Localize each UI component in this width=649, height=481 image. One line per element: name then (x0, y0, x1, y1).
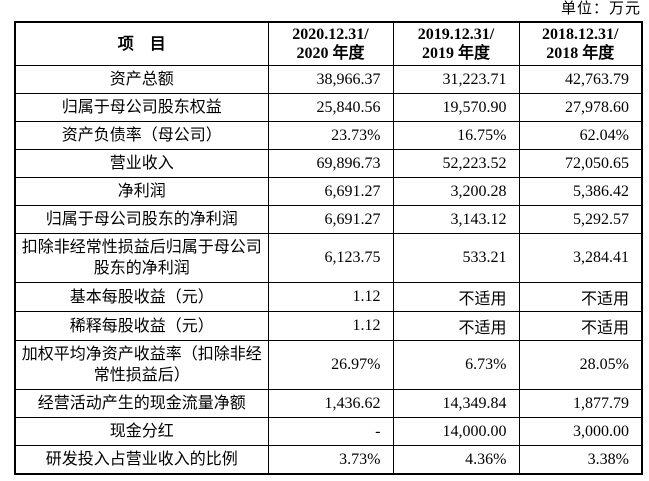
value-2020: 69,896.73 (267, 149, 394, 178)
value-2019: 533.21 (392, 233, 520, 283)
table-header-row: 项 目 2020.12.31/ 2020 年度 2019.12.31/ 2019… (14, 21, 643, 66)
value-2020: 6,691.27 (267, 205, 394, 234)
table-row: 营业收入 69,896.73 52,223.52 72,050.65 (14, 149, 643, 178)
table-row: 净利润 6,691.27 3,200.28 5,386.42 (14, 177, 643, 206)
value-2019: 52,223.52 (392, 149, 520, 178)
header-period-2018: 2018.12.31/ 2018 年度 (518, 21, 643, 66)
value-2018: 42,763.79 (518, 65, 643, 94)
value-2020: 1,436.62 (267, 389, 394, 418)
value-2018: 3.38% (518, 445, 643, 475)
value-2018: 27,978.60 (518, 93, 643, 122)
row-item-label: 经营活动产生的现金流量净额 (14, 389, 269, 418)
header-period-2018-line2: 2018 年度 (546, 45, 615, 62)
table-row: 研发投入占营业收入的比例 3.73% 4.36% 3.38% (14, 445, 643, 475)
header-item-column: 项 目 (14, 21, 269, 66)
row-item-label: 净利润 (14, 177, 269, 206)
row-item-label: 归属于母公司股东权益 (14, 93, 269, 122)
value-2018: 28.05% (518, 340, 643, 390)
value-2020: 3.73% (267, 445, 394, 475)
header-period-2019: 2019.12.31/ 2019 年度 (392, 21, 520, 66)
row-item-label: 资产负债率（母公司） (14, 121, 269, 150)
header-period-2020: 2020.12.31/ 2020 年度 (267, 21, 394, 66)
value-2019: 14,000.00 (392, 417, 520, 446)
table-row: 经营活动产生的现金流量净额 1,436.62 14,349.84 1,877.7… (14, 389, 643, 418)
value-2020: 1.12 (267, 282, 394, 312)
header-period-2020-line1: 2020.12.31/ (292, 26, 369, 43)
row-item-label: 扣除非经常性损益后归属于母公司股东的净利润 (14, 233, 269, 283)
value-2019: 不适用 (392, 311, 520, 341)
row-item-label: 归属于母公司股东的净利润 (14, 205, 269, 234)
table-row: 归属于母公司股东权益 25,840.56 19,570.90 27,978.60 (14, 93, 643, 122)
row-item-label: 现金分红 (14, 417, 269, 446)
financial-summary-table: 项 目 2020.12.31/ 2020 年度 2019.12.31/ 2019… (14, 21, 643, 475)
value-2018: 72,050.65 (518, 149, 643, 178)
value-2018: 62.04% (518, 121, 643, 150)
value-2018: 5,292.57 (518, 205, 643, 234)
value-2020: 6,123.75 (267, 233, 394, 283)
value-2019: 3,200.28 (392, 177, 520, 206)
value-2019: 19,570.90 (392, 93, 520, 122)
value-2019: 31,223.71 (392, 65, 520, 94)
table-row: 加权平均净资产收益率（扣除非经常性损益后） 26.97% 6.73% 28.05… (14, 340, 643, 390)
table-body: 资产总额 38,966.37 31,223.71 42,763.79 归属于母公… (14, 65, 643, 475)
value-2020: 6,691.27 (267, 177, 394, 206)
value-2018: 3,000.00 (518, 417, 643, 446)
table-row: 归属于母公司股东的净利润 6,691.27 3,143.12 5,292.57 (14, 205, 643, 234)
header-period-2018-line1: 2018.12.31/ (542, 26, 619, 43)
value-2018: 不适用 (518, 282, 643, 312)
row-item-label: 资产总额 (14, 65, 269, 94)
value-2018: 5,386.42 (518, 177, 643, 206)
value-2018: 不适用 (518, 311, 643, 341)
value-2020: 26.97% (267, 340, 394, 390)
table-row: 资产总额 38,966.37 31,223.71 42,763.79 (14, 65, 643, 94)
header-period-2020-line2: 2020 年度 (296, 45, 365, 62)
value-2019: 14,349.84 (392, 389, 520, 418)
value-2019: 6.73% (392, 340, 520, 390)
value-2020: 38,966.37 (267, 65, 394, 94)
table-row: 资产负债率（母公司） 23.73% 16.75% 62.04% (14, 121, 643, 150)
value-2019: 3,143.12 (392, 205, 520, 234)
row-item-label: 研发投入占营业收入的比例 (14, 445, 269, 475)
unit-label: 单位：万元 (560, 1, 641, 17)
table-row: 稀释每股收益（元） 1.12 不适用 不适用 (14, 311, 643, 341)
value-2020: 1.12 (267, 311, 394, 341)
value-2020: 23.73% (267, 121, 394, 150)
table-row: 现金分红 - 14,000.00 3,000.00 (14, 417, 643, 446)
header-period-2019-line1: 2019.12.31/ (417, 26, 495, 43)
row-item-label: 加权平均净资产收益率（扣除非经常性损益后） (14, 340, 269, 390)
table-row: 扣除非经常性损益后归属于母公司股东的净利润 6,123.75 533.21 3,… (14, 233, 643, 283)
row-item-label: 基本每股收益（元） (14, 282, 269, 312)
header-period-2019-line2: 2019 年度 (421, 45, 490, 62)
value-2019: 不适用 (392, 282, 520, 312)
value-2020: - (267, 417, 394, 446)
row-item-label: 稀释每股收益（元） (14, 311, 269, 341)
value-2019: 16.75% (392, 121, 520, 150)
value-2019: 4.36% (392, 445, 520, 475)
table-row: 基本每股收益（元） 1.12 不适用 不适用 (14, 282, 643, 312)
value-2020: 25,840.56 (267, 93, 394, 122)
row-item-label: 营业收入 (14, 149, 269, 178)
value-2018: 1,877.79 (518, 389, 643, 418)
value-2018: 3,284.41 (518, 233, 643, 283)
